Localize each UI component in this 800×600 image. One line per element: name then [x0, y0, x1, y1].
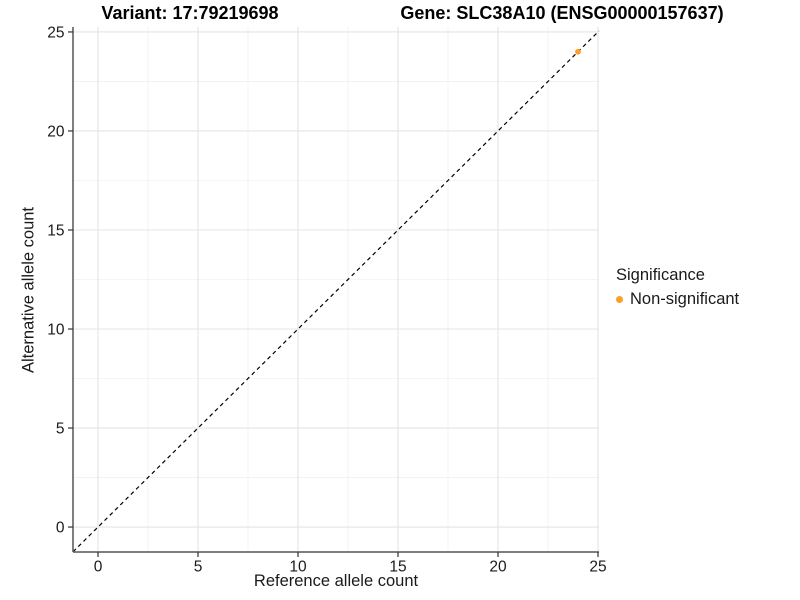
y-axis-title: Alternative allele count — [19, 206, 38, 374]
variant-title: Variant: 17:79219698 — [101, 3, 279, 23]
legend: Significance Non-significant — [616, 266, 739, 309]
x-tick-label: 15 — [389, 559, 406, 576]
y-tick-label: 15 — [47, 222, 64, 239]
identity-dashed-line — [72, 30, 600, 553]
legend-item: Non-significant — [616, 290, 739, 309]
y-tick-label: 5 — [56, 421, 65, 438]
legend-point-icon — [616, 296, 623, 303]
x-axis-title: Reference allele count — [253, 572, 419, 590]
x-tick-label: 25 — [589, 559, 606, 576]
data-point — [575, 48, 581, 55]
x-tick-label: 5 — [194, 559, 203, 576]
x-tick-label: 20 — [489, 559, 507, 576]
legend-title: Significance — [616, 266, 705, 284]
y-tick-label: 10 — [47, 322, 65, 339]
legend-item-label: Non-significant — [630, 290, 740, 308]
gene-title: Gene: SLC38A10 (ENSG00000157637) — [400, 3, 724, 23]
x-tick-label: 0 — [94, 559, 103, 576]
y-tick-label: 20 — [47, 123, 65, 140]
y-tick-label: 25 — [47, 24, 64, 41]
x-tick-label: 10 — [289, 559, 307, 576]
y-tick-label: 0 — [56, 520, 65, 537]
